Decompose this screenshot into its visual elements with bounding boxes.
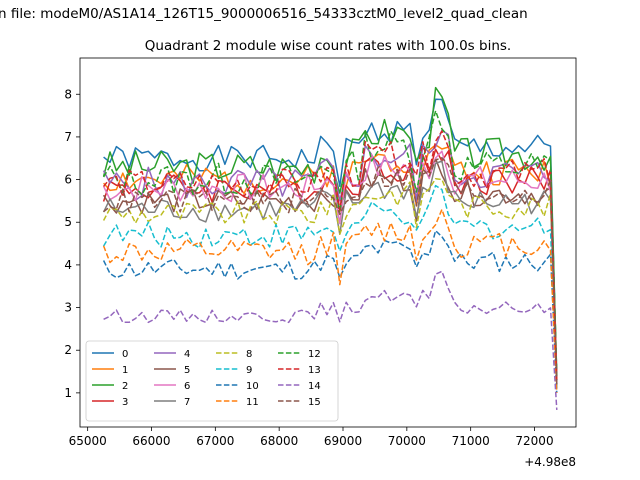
series-line-8 bbox=[102, 178, 558, 385]
legend-label-8: 8 bbox=[246, 349, 252, 360]
legend-label-3: 3 bbox=[122, 397, 128, 408]
legend-label-7: 7 bbox=[184, 397, 190, 408]
x-tick-label: 68000 bbox=[260, 434, 298, 448]
legend-label-11: 11 bbox=[246, 397, 259, 408]
legend-label-14: 14 bbox=[308, 381, 321, 392]
x-tick-label: 72000 bbox=[515, 434, 553, 448]
legend-label-10: 10 bbox=[246, 381, 259, 392]
x-tick-label: 69000 bbox=[324, 434, 362, 448]
y-tick-label: 2 bbox=[64, 343, 72, 357]
series-line-13 bbox=[103, 130, 558, 381]
x-tick-label: 66000 bbox=[132, 434, 170, 448]
y-tick-label: 8 bbox=[64, 87, 72, 101]
series-line-6 bbox=[102, 150, 558, 381]
legend-label-9: 9 bbox=[246, 365, 252, 376]
figure-suptitle: n file: modeM0/AS1A14_126T15_9000006516_… bbox=[0, 6, 528, 22]
series-line-11 bbox=[102, 208, 558, 393]
legend-label-5: 5 bbox=[184, 365, 190, 376]
legend-label-12: 12 bbox=[308, 349, 321, 360]
y-axis-ticks: 1 2 3 4 5 6 7 8 bbox=[64, 87, 80, 400]
series-lines bbox=[102, 86, 558, 410]
series-line-2 bbox=[102, 86, 558, 376]
legend-label-13: 13 bbox=[308, 365, 321, 376]
x-tick-label: 71000 bbox=[452, 434, 490, 448]
series-line-10 bbox=[102, 229, 558, 393]
series-line-12 bbox=[102, 110, 558, 376]
x-tick-label: 65000 bbox=[69, 434, 107, 448]
legend-label-2: 2 bbox=[122, 381, 128, 392]
legend-frame bbox=[85, 340, 339, 422]
x-offset-label: +4.98e8 bbox=[524, 455, 576, 469]
series-line-0 bbox=[103, 98, 558, 381]
legend-label-1: 1 bbox=[122, 365, 128, 376]
x-axis-ticks: 65000 66000 67000 68000 69000 70000 71000 72000 bbox=[69, 427, 554, 448]
x-tick-label: 70000 bbox=[388, 434, 426, 448]
series-line-9 bbox=[102, 184, 558, 389]
y-tick-label: 4 bbox=[64, 258, 72, 272]
y-tick-label: 3 bbox=[64, 301, 72, 315]
y-tick-label: 1 bbox=[64, 386, 72, 400]
series-line-14 bbox=[103, 270, 558, 410]
chart-title: Quadrant 2 module wise count rates with … bbox=[145, 38, 511, 54]
legend-label-4: 4 bbox=[184, 349, 190, 360]
x-tick-label: 67000 bbox=[196, 434, 234, 448]
legend-label-0: 0 bbox=[122, 349, 128, 360]
series-line-3 bbox=[102, 148, 558, 381]
y-tick-label: 7 bbox=[64, 130, 72, 144]
y-tick-label: 5 bbox=[64, 215, 72, 229]
series-line-7 bbox=[102, 160, 558, 385]
series-line-15 bbox=[103, 157, 558, 385]
y-tick-label: 6 bbox=[64, 173, 72, 187]
legend-label-6: 6 bbox=[184, 381, 190, 392]
legend-label-15: 15 bbox=[308, 397, 321, 408]
plot-frame bbox=[79, 57, 577, 428]
